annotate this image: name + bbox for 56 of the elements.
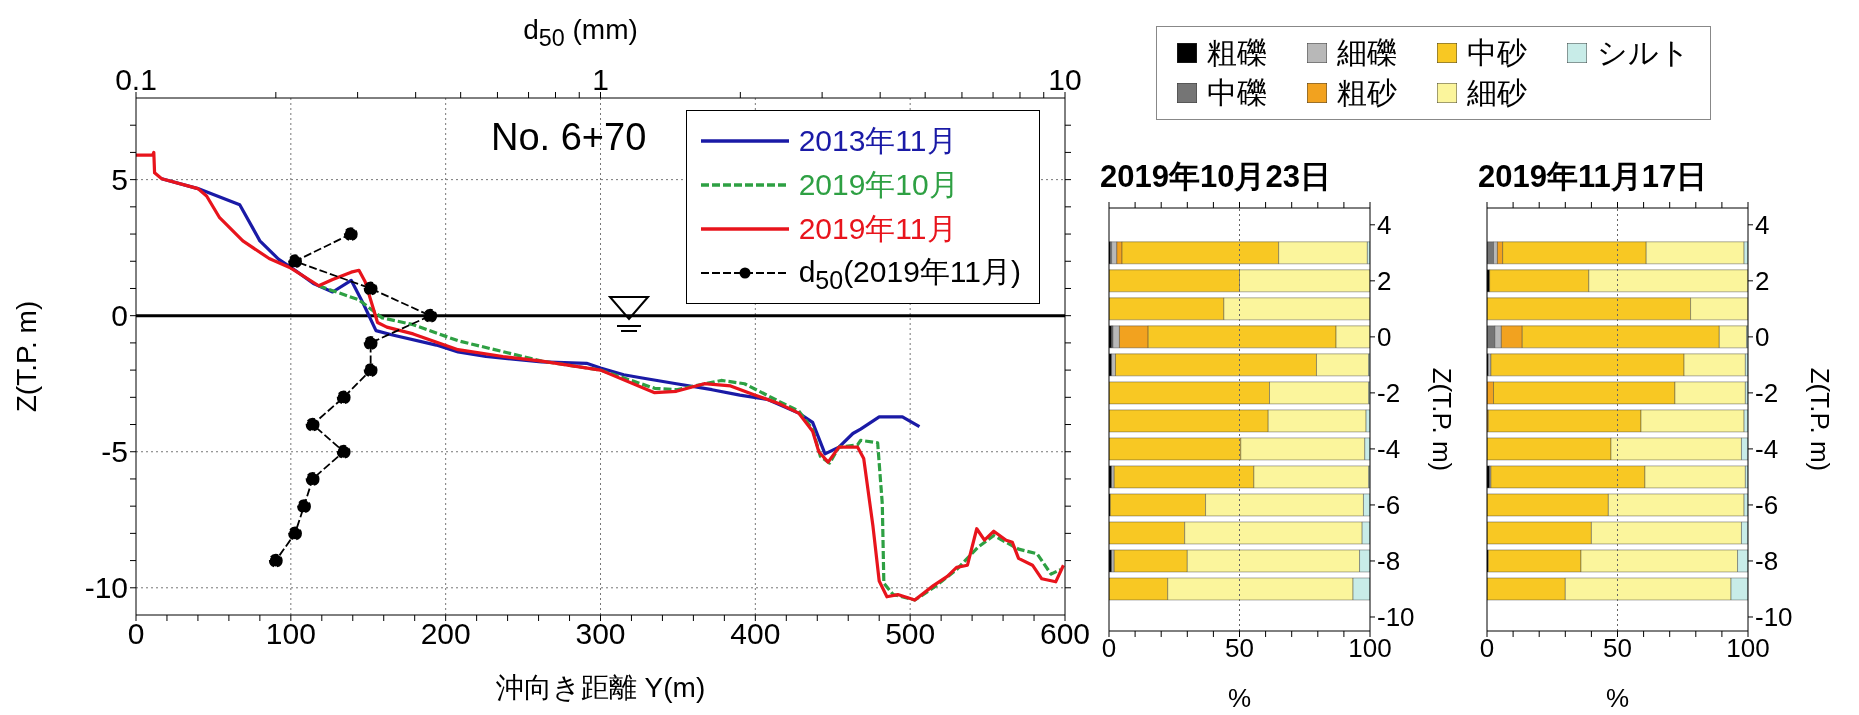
y-tick-label: -4: [1377, 434, 1401, 465]
legend-label: d$_{50}$(2019年11月): [798, 253, 1021, 295]
x-tick-label: 0: [1479, 633, 1495, 664]
legend-label: 細礫: [1337, 34, 1397, 71]
x2-tick-label: 0.1: [115, 63, 157, 96]
x2-tick-label: 10: [1048, 63, 1082, 96]
legend-label: 2013年11月: [798, 122, 957, 159]
y-tick-label: 2: [1377, 266, 1392, 297]
y-tick-label: -2: [1755, 378, 1779, 409]
legend-label: 2019年10月: [798, 166, 959, 203]
y-tick-label: -8: [1755, 546, 1779, 577]
y-tick-label: 0: [1755, 322, 1770, 353]
y-tick-label: -6: [1755, 490, 1779, 521]
chart-title: 2019年10月23日: [1099, 158, 1332, 196]
y-tick-label: -5: [101, 435, 128, 469]
legend-label: 中砂: [1467, 34, 1527, 71]
legend-label: 粗砂: [1337, 74, 1397, 111]
x-tick-label: 0: [1101, 633, 1117, 664]
x-axis-title: %: [1605, 683, 1630, 713]
x-tick-label: 100: [1348, 633, 1392, 664]
y-tick-label: 5: [111, 163, 128, 197]
chart-title: 2019年11月17日: [1477, 158, 1709, 196]
y-tick-label: -10: [1755, 602, 1793, 633]
x-tick-label: 400: [730, 617, 781, 651]
x-tick-label: 50: [1225, 633, 1254, 664]
y-tick-label: 0: [1377, 322, 1392, 353]
y-tick-label: -2: [1377, 378, 1401, 409]
y-axis-title: Z(T.P. m): [10, 300, 42, 413]
y-tick-label: 4: [1755, 210, 1770, 241]
x-tick-label: 100: [1726, 633, 1770, 664]
y-tick-label: -8: [1377, 546, 1401, 577]
y-axis-title: Z(T.P. m): [1804, 367, 1835, 472]
y-tick-label: 0: [111, 299, 128, 333]
y-tick-label: -10: [1377, 602, 1415, 633]
annotation: No. 6+70: [491, 116, 647, 159]
y-tick-label: 2: [1755, 266, 1770, 297]
x2-axis-title: d$_{50}$ (mm): [522, 14, 639, 52]
legend-label: 中礫: [1207, 74, 1267, 111]
x-tick-label: 600: [1039, 617, 1091, 651]
x-axis-title: 沖向き距離 Y(m): [495, 672, 706, 703]
legend-label: シルト: [1597, 34, 1690, 71]
x-tick-label: 300: [575, 617, 626, 651]
x-tick-label: 50: [1603, 633, 1632, 664]
legend-label: 細砂: [1467, 74, 1527, 111]
x-tick-label: 500: [885, 617, 936, 651]
y-tick-label: -10: [84, 571, 128, 605]
y-tick-label: -4: [1755, 434, 1779, 465]
x-axis-title: %: [1227, 683, 1252, 713]
x2-tick-label: 1: [592, 63, 609, 96]
y-axis-title: Z(T.P. m): [1426, 367, 1457, 472]
x-tick-label: 100: [265, 617, 316, 651]
legend-label: 2019年11月: [798, 210, 957, 247]
x-tick-label: 200: [420, 617, 471, 651]
legend-label: 粗礫: [1207, 34, 1267, 71]
y-tick-label: -6: [1377, 490, 1401, 521]
y-tick-label: 4: [1377, 210, 1392, 241]
